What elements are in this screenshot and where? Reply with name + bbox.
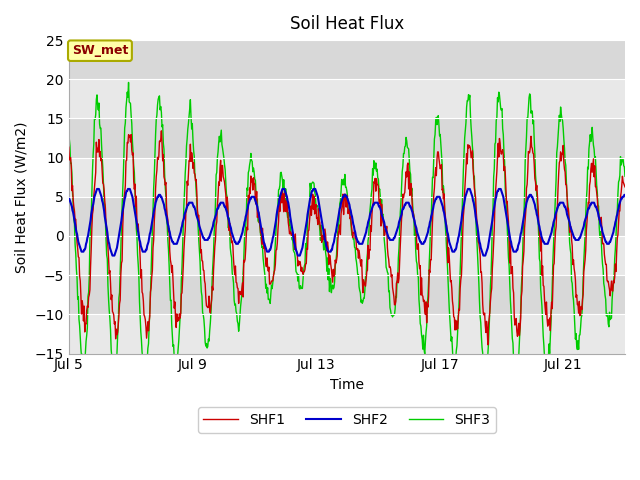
- SHF3: [330, 286, 337, 292]
- SHF1: [611, 261, 619, 267]
- Line: SHF1: SHF1: [68, 131, 625, 345]
- SHF3: [621, 173, 629, 179]
- SHF3: [481, 381, 489, 387]
- SHF1: [157, 128, 165, 134]
- SHF3: [432, 119, 440, 124]
- Bar: [68, 79, 625, 119]
- SHF3: [614, 191, 621, 197]
- SHF1: [621, 184, 629, 190]
- SHF2: [93, 186, 101, 192]
- SHF1: [330, 266, 337, 272]
- SHF2: [82, 241, 90, 247]
- SHF2: [109, 252, 116, 258]
- SHF1: [65, 144, 72, 150]
- SHF3: [125, 80, 132, 85]
- SHF1: [484, 342, 492, 348]
- SHF3: [82, 338, 90, 344]
- SHF3: [403, 138, 410, 144]
- SHF1: [614, 232, 621, 238]
- Line: SHF2: SHF2: [68, 189, 625, 255]
- Bar: [68, 236, 625, 275]
- Title: Soil Heat Flux: Soil Heat Flux: [290, 15, 404, 33]
- Text: SW_met: SW_met: [72, 44, 128, 57]
- Bar: [68, 314, 625, 353]
- SHF2: [614, 208, 621, 214]
- SHF1: [403, 174, 410, 180]
- SHF3: [65, 133, 72, 139]
- X-axis label: Time: Time: [330, 378, 364, 392]
- SHF2: [611, 219, 619, 225]
- SHF1: [432, 165, 440, 170]
- SHF2: [621, 192, 629, 198]
- SHF2: [433, 196, 440, 202]
- SHF3: [611, 246, 619, 252]
- SHF2: [330, 239, 338, 245]
- Bar: [68, 157, 625, 197]
- SHF1: [82, 321, 90, 327]
- Legend: SHF1, SHF2, SHF3: SHF1, SHF2, SHF3: [198, 408, 496, 432]
- Line: SHF3: SHF3: [68, 83, 625, 384]
- SHF2: [404, 200, 412, 205]
- SHF2: [65, 196, 72, 202]
- Y-axis label: Soil Heat Flux (W/m2): Soil Heat Flux (W/m2): [15, 121, 29, 273]
